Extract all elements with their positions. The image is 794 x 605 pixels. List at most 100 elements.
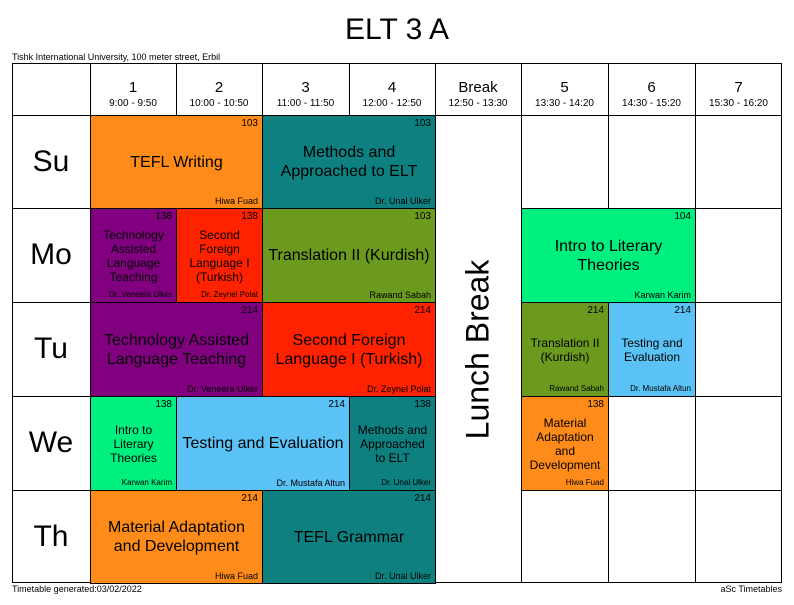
- day-label: Tu: [34, 332, 68, 365]
- lesson-cell[interactable]: 214 Testing and Evaluation Dr. Mustafa Alt…: [608, 302, 696, 397]
- period-number: 5: [560, 79, 569, 96]
- lunch-break-text: Lunch Break: [459, 259, 496, 439]
- lesson-room: 214: [414, 305, 431, 316]
- period-number: 6: [647, 79, 656, 96]
- lesson-teacher: Dr. Unal Ulker: [374, 571, 431, 581]
- brand-label: aSc Timetables: [720, 584, 782, 594]
- lesson-room: 138: [241, 211, 258, 222]
- day-label: Su: [32, 144, 70, 178]
- lesson-cell[interactable]: 103 Methods and Approached to ELT Dr. Unal…: [262, 115, 436, 209]
- period-number: 3: [301, 79, 310, 96]
- lesson-subject: Methods and Approached to ELT: [357, 422, 428, 465]
- lesson-cell[interactable]: 214 TEFL Grammar Dr. Unal Ulker: [262, 490, 436, 584]
- lesson-teacher: Karwan Karim: [121, 478, 172, 487]
- period-number: 1: [128, 79, 138, 96]
- lesson-room: 214: [241, 305, 258, 316]
- grid-line-horizontal: [12, 63, 782, 64]
- period-header: 1 9:00 - 9:50: [90, 63, 176, 110]
- period-header: 7 15:30 - 16:20: [695, 63, 782, 110]
- period-number: 4: [387, 79, 397, 96]
- lesson-subject: Material Adaptation and Development: [529, 415, 601, 472]
- lesson-teacher: Dr. Unal Ulker: [381, 478, 431, 487]
- lesson-teacher: Dr. Zeynel Polat: [366, 384, 431, 394]
- lesson-teacher: Dr. Veneera Ulker: [108, 290, 172, 299]
- lesson-cell[interactable]: 138 Second Foreign Language I (Turkish) Dr…: [176, 208, 263, 303]
- day-label: We: [28, 426, 74, 459]
- lesson-teacher: Hiwa Fuad: [214, 196, 258, 206]
- lesson-room: 103: [414, 118, 431, 129]
- lesson-subject: Technology Assisted Language Teaching: [104, 331, 249, 368]
- lesson-teacher: Hiwa Fuad: [565, 478, 604, 487]
- lesson-subject: Testing and Evaluation: [621, 335, 683, 364]
- lesson-subject: Translation II (Kurdish): [530, 335, 600, 364]
- lesson-room: 103: [241, 118, 258, 129]
- lesson-cell[interactable]: 214 Testing and Evaluation Dr. Mustafa Alt…: [176, 396, 350, 491]
- lesson-subject: Testing and Evaluation: [182, 435, 344, 452]
- lesson-room: 138: [587, 399, 604, 410]
- period-time: 14:30 - 15:20: [622, 98, 681, 109]
- lesson-teacher: Rawand Sabah: [369, 290, 431, 300]
- lesson-cell[interactable]: 103 Translation II (Kurdish) Rawand Sabah: [262, 208, 436, 303]
- period-header: 3 11:00 - 11:50: [262, 63, 349, 110]
- lesson-cell[interactable]: 214 Second Foreign Language I (Turkish) Dr…: [262, 302, 436, 397]
- generated-date: Timetable generated:03/02/2022: [12, 584, 142, 594]
- lesson-subject: Technology Assisted Language Teaching: [103, 227, 164, 284]
- lesson-teacher: Dr. Veneera Ulker: [186, 384, 258, 394]
- page-title: ELT 3 A: [345, 13, 449, 46]
- day-label: Th: [33, 519, 69, 553]
- lesson-room: 138: [414, 399, 431, 410]
- lesson-teacher: Rawand Sabah: [549, 384, 604, 393]
- lesson-room: 214: [241, 493, 258, 504]
- lesson-room: 214: [414, 493, 431, 504]
- lesson-subject: Intro to Literary Theories: [554, 237, 663, 274]
- lesson-subject: TEFL Grammar: [293, 528, 405, 546]
- lesson-cell[interactable]: 138 Technology Assisted Language Teaching…: [90, 208, 177, 303]
- period-header: 4 12:00 - 12:50: [349, 63, 435, 110]
- lesson-cell[interactable]: 214 Material Adaptation and Development Hi…: [90, 490, 263, 584]
- grid-line-vertical: [12, 63, 13, 583]
- lesson-teacher: Dr. Zeynel Polat: [201, 290, 258, 299]
- period-number: 2: [214, 79, 224, 96]
- lesson-room: 103: [414, 211, 431, 222]
- lesson-subject: Second Foreign Language I (Turkish): [275, 331, 423, 368]
- lesson-teacher: Hiwa Fuad: [214, 571, 258, 581]
- lesson-room: 138: [155, 211, 172, 222]
- lesson-cell[interactable]: 214 Translation II (Kurdish) Rawand Sabah: [521, 302, 609, 397]
- lesson-teacher: Karwan Karim: [634, 290, 691, 300]
- period-time: 13:30 - 14:20: [535, 98, 594, 109]
- period-time: 9:00 - 9:50: [109, 98, 157, 109]
- lesson-cell[interactable]: 214 Technology Assisted Language Teaching…: [90, 302, 263, 397]
- period-time: 10:00 - 10:50: [189, 98, 249, 109]
- period-number: 7: [734, 79, 743, 96]
- lesson-subject: Material Adaptation and Development: [108, 519, 245, 555]
- lesson-room: 214: [674, 305, 691, 316]
- period-header: 6 14:30 - 15:20: [608, 63, 695, 110]
- period-number: Break: [458, 79, 498, 96]
- lesson-subject: Second Foreign Language I (Turkish): [189, 227, 250, 284]
- lesson-teacher: Dr. Unal Ulker: [374, 196, 431, 206]
- period-header: Break 12:50 - 13:30: [435, 63, 521, 110]
- lesson-subject: Methods and Approached to ELT: [280, 144, 418, 180]
- period-time: 11:00 - 11:50: [276, 98, 335, 109]
- lesson-cell[interactable]: 138 Material Adaptation and Development Hi…: [521, 396, 609, 491]
- lesson-subject: Intro to Literary Theories: [110, 422, 157, 465]
- institution-label: Tishk International University, 100 mete…: [12, 52, 221, 62]
- period-time: 15:30 - 16:20: [709, 98, 768, 109]
- lesson-teacher: Dr. Mustafa Altun: [630, 384, 691, 393]
- lesson-cell[interactable]: 138 Intro to Literary Theories Karwan Kari…: [90, 396, 177, 491]
- grid-line-horizontal: [521, 490, 782, 491]
- lesson-room: 214: [328, 399, 345, 410]
- lesson-subject: TEFL Writing: [130, 153, 223, 171]
- timetable-grid: 1 9:00 - 9:50 2 10:00 - 10:50 3 11:00 - 11:50…: [12, 63, 782, 584]
- lesson-room: 138: [155, 399, 172, 410]
- lesson-cell[interactable]: 104 Intro to Literary Theories Karwan Kari…: [521, 208, 696, 303]
- period-time: 12:00 - 12:50: [362, 98, 422, 109]
- period-time: 12:50 - 13:30: [448, 98, 508, 109]
- grid-line-vertical: [781, 63, 782, 583]
- lesson-cell[interactable]: 103 TEFL Writing Hiwa Fuad: [90, 115, 263, 209]
- lesson-room: 104: [674, 211, 691, 222]
- day-label: Mo: [30, 238, 72, 271]
- lesson-cell[interactable]: 138 Methods and Approached to ELT Dr. Unal…: [349, 396, 436, 491]
- lesson-room: 214: [587, 305, 604, 316]
- lesson-teacher: Dr. Mustafa Altun: [276, 478, 345, 488]
